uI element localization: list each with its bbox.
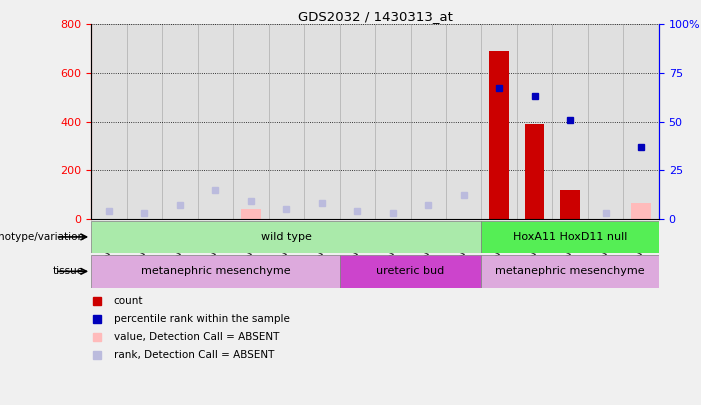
Bar: [162, 24, 198, 219]
Bar: [268, 24, 304, 219]
Text: metanephric mesenchyme: metanephric mesenchyme: [496, 266, 645, 276]
Text: wild type: wild type: [261, 232, 312, 242]
Bar: [632, 203, 651, 219]
Bar: [91, 255, 339, 288]
Bar: [339, 24, 375, 219]
Bar: [482, 24, 517, 219]
Bar: [561, 190, 580, 219]
Bar: [241, 209, 261, 219]
Bar: [517, 24, 552, 219]
Bar: [339, 255, 482, 288]
Bar: [91, 221, 482, 253]
Bar: [482, 221, 659, 253]
Bar: [198, 24, 233, 219]
Bar: [446, 24, 482, 219]
Text: ureteric bud: ureteric bud: [376, 266, 444, 276]
Text: metanephric mesenchyme: metanephric mesenchyme: [140, 266, 290, 276]
Text: genotype/variation: genotype/variation: [0, 232, 84, 242]
Text: value, Detection Call = ABSENT: value, Detection Call = ABSENT: [114, 332, 279, 342]
Bar: [552, 24, 588, 219]
Bar: [127, 24, 162, 219]
Bar: [233, 24, 268, 219]
Text: tissue: tissue: [53, 266, 84, 276]
Bar: [525, 124, 545, 219]
Bar: [91, 24, 127, 219]
Bar: [489, 51, 509, 219]
Bar: [588, 24, 623, 219]
Bar: [304, 24, 339, 219]
Text: percentile rank within the sample: percentile rank within the sample: [114, 314, 290, 324]
Bar: [623, 24, 659, 219]
Title: GDS2032 / 1430313_at: GDS2032 / 1430313_at: [298, 10, 452, 23]
Text: HoxA11 HoxD11 null: HoxA11 HoxD11 null: [513, 232, 627, 242]
Bar: [411, 24, 446, 219]
Text: rank, Detection Call = ABSENT: rank, Detection Call = ABSENT: [114, 350, 274, 360]
Bar: [375, 24, 411, 219]
Bar: [482, 255, 659, 288]
Text: count: count: [114, 296, 143, 305]
